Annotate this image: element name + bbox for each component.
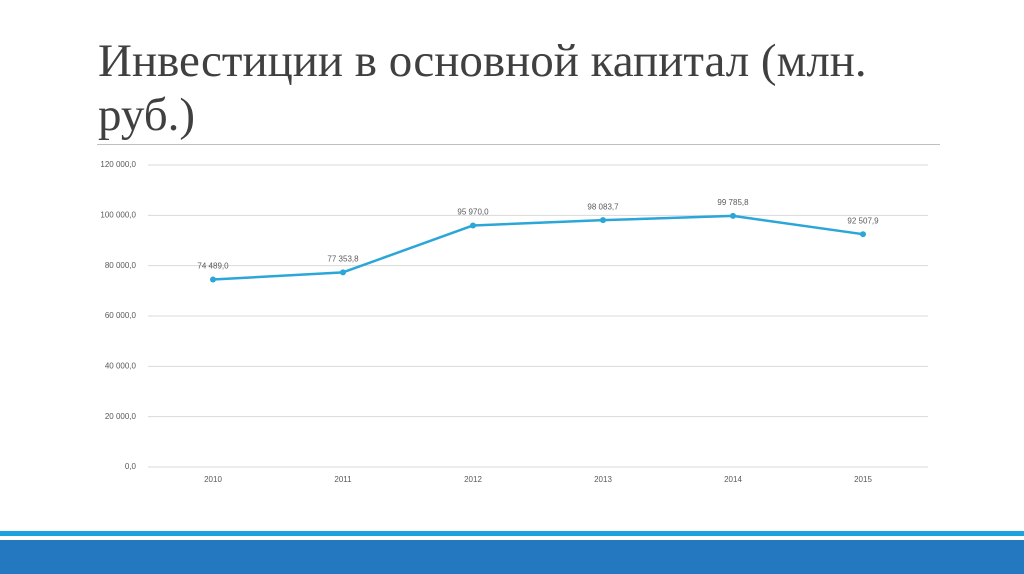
data-point xyxy=(860,231,866,238)
data-point xyxy=(340,269,346,276)
x-tick-label: 2013 xyxy=(594,475,612,484)
title-rule xyxy=(97,144,940,145)
data-line xyxy=(212,214,864,281)
x-tick-label: 2014 xyxy=(724,475,742,484)
y-tick-label: 120 000,0 xyxy=(100,160,136,169)
y-tick-label: 0,0 xyxy=(125,462,137,471)
data-label: 92 507,9 xyxy=(847,216,879,225)
data-label: 77 353,8 xyxy=(327,254,359,263)
data-point xyxy=(470,222,476,229)
chart: 0,0 20 000,0 40 000,0 60 000,0 80 000,0 100 0… xyxy=(100,160,928,484)
y-tick-label: 80 000,0 xyxy=(105,261,137,270)
x-tick-label: 2012 xyxy=(464,475,482,484)
y-tick-label: 100 000,0 xyxy=(100,210,136,219)
y-tick-label: 60 000,0 xyxy=(105,311,137,320)
data-label: 98 083,7 xyxy=(587,202,619,211)
data-label: 99 785,8 xyxy=(717,198,749,207)
chart-title: Инвестиции в основной капитал (млн. руб.… xyxy=(98,35,867,141)
data-point xyxy=(600,217,606,224)
data-label: 74 489,0 xyxy=(197,262,229,271)
data-point xyxy=(210,276,216,283)
x-tick-label: 2015 xyxy=(854,475,872,484)
footer-stripe xyxy=(0,531,1024,536)
y-tick-label: 20 000,0 xyxy=(105,412,137,421)
x-tick-label: 2010 xyxy=(204,475,222,484)
y-tick-label: 40 000,0 xyxy=(105,361,137,370)
data-point xyxy=(730,212,736,219)
x-tick-label: 2011 xyxy=(334,475,352,484)
footer-band xyxy=(0,540,1024,574)
data-label: 95 970,0 xyxy=(457,208,489,217)
